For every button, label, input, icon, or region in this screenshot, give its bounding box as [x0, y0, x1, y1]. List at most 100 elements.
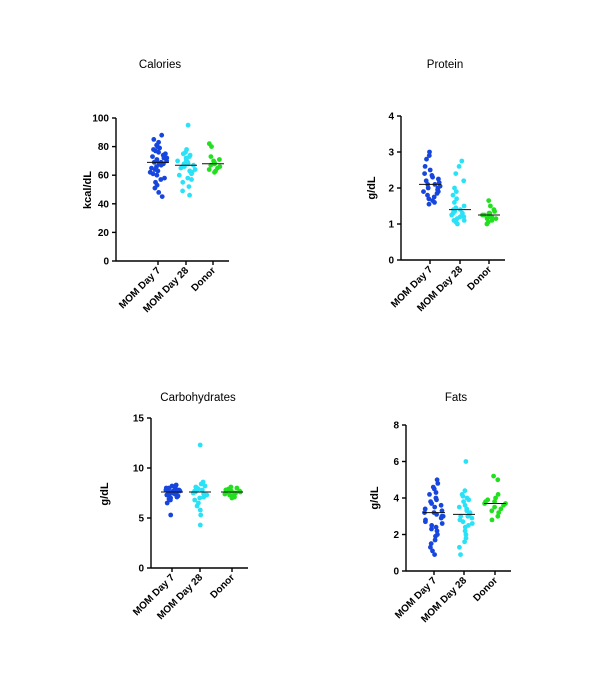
y-tick-label: 20 — [98, 228, 110, 239]
data-point — [434, 497, 439, 503]
x-tick-label: Donor — [466, 264, 495, 293]
data-point — [426, 196, 432, 202]
data-point — [192, 167, 198, 172]
y-tick-label: 5 — [138, 514, 144, 525]
y-axis-label: kcal/dL — [82, 171, 94, 209]
data-point — [430, 548, 435, 554]
data-point — [462, 528, 468, 534]
data-point — [176, 172, 182, 178]
data-point — [432, 504, 438, 510]
data-point — [460, 493, 466, 499]
data-point — [189, 171, 194, 177]
data-point — [430, 174, 435, 180]
data-point — [459, 158, 465, 164]
data-point — [436, 176, 441, 182]
data-point — [493, 216, 499, 222]
data-point — [199, 487, 205, 493]
data-point — [197, 495, 203, 501]
data-point — [438, 515, 444, 521]
data-point — [426, 201, 432, 207]
data-point — [198, 512, 204, 518]
data-point — [461, 499, 466, 504]
data-point — [434, 477, 440, 483]
data-point — [463, 532, 469, 537]
data-point — [461, 203, 467, 209]
data-point — [461, 178, 467, 184]
data-point — [428, 544, 433, 550]
data-point — [461, 218, 467, 223]
chart-title: Fats — [445, 392, 468, 404]
data-point — [154, 172, 160, 178]
y-tick-label: 0 — [388, 256, 394, 267]
data-point — [486, 198, 492, 204]
data-point — [438, 502, 444, 508]
data-point — [164, 492, 170, 498]
data-point — [458, 552, 463, 557]
y-tick-label: 8 — [393, 421, 399, 432]
data-point — [469, 515, 475, 521]
data-point — [434, 512, 439, 517]
data-point — [158, 177, 164, 182]
data-point — [180, 179, 186, 185]
data-point — [496, 510, 502, 515]
data-point — [422, 506, 428, 512]
data-point — [433, 533, 438, 539]
x-tick-label: Donor — [472, 575, 501, 604]
data-point — [427, 492, 432, 497]
data-point — [189, 177, 194, 182]
data-point — [429, 526, 434, 532]
data-point — [427, 167, 433, 173]
data-point — [174, 494, 180, 500]
y-tick-label: 40 — [98, 199, 110, 210]
data-point — [185, 175, 191, 181]
data-point — [422, 164, 428, 169]
data-point — [456, 504, 462, 510]
data-point — [492, 504, 497, 510]
data-point — [456, 164, 462, 169]
data-point — [423, 519, 428, 525]
y-tick-label: 100 — [92, 114, 109, 125]
data-point — [460, 519, 466, 525]
y-axis-label: g/dL — [99, 482, 111, 505]
data-point — [152, 185, 158, 191]
data-point — [492, 209, 497, 214]
data-point — [463, 459, 469, 464]
data-point — [427, 149, 432, 155]
data-point — [209, 144, 214, 150]
data-point — [453, 171, 459, 177]
y-axis-label: g/dL — [366, 176, 378, 199]
chart-title: Protein — [427, 59, 463, 71]
data-point — [428, 541, 434, 546]
data-point — [185, 122, 191, 128]
data-point — [469, 521, 475, 526]
data-point — [433, 524, 439, 530]
data-point — [155, 168, 161, 174]
data-point — [484, 216, 490, 222]
data-point — [462, 539, 467, 545]
y-tick-label: 4 — [393, 494, 399, 505]
data-point — [435, 481, 441, 486]
data-point — [180, 188, 186, 194]
data-point — [208, 154, 214, 160]
data-point — [489, 218, 495, 223]
data-point — [217, 157, 222, 162]
data-point — [423, 178, 429, 184]
data-point — [452, 200, 457, 205]
data-point — [149, 165, 154, 171]
data-point — [158, 162, 164, 168]
data-point — [168, 512, 174, 518]
data-point — [463, 535, 469, 541]
data-point — [202, 483, 208, 489]
data-point — [488, 203, 493, 209]
data-point — [452, 185, 457, 191]
data-point — [429, 501, 434, 506]
y-tick-label: 4 — [388, 112, 394, 123]
data-point — [192, 497, 198, 503]
y-tick-label: 60 — [98, 171, 110, 182]
chart-title: Calories — [139, 59, 181, 71]
